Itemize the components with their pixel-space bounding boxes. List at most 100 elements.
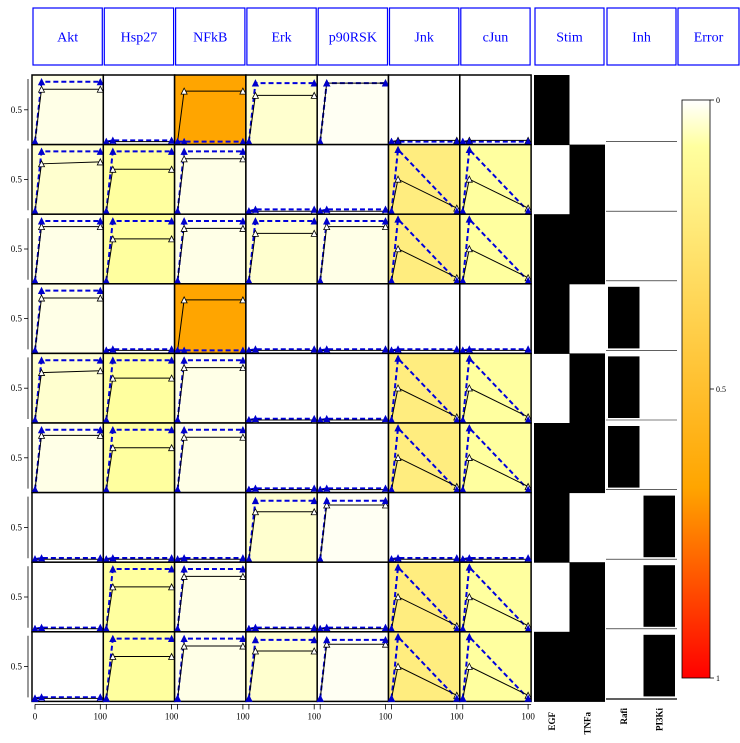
cell-r1-nfkb <box>173 74 247 146</box>
cell-r8-jnk <box>387 561 461 633</box>
inh-block-pi3ki <box>643 565 675 627</box>
model-point <box>394 563 402 571</box>
model-point <box>251 414 260 423</box>
colorbar-tick-label: 0 <box>716 96 720 105</box>
model-point <box>37 554 46 562</box>
y-tick-label: 0.5 <box>11 174 23 184</box>
cell-background <box>173 213 247 285</box>
cell-r5-erk <box>245 352 318 424</box>
model-point <box>37 623 46 631</box>
cell-background <box>245 422 318 494</box>
cell-background <box>387 491 461 563</box>
cell-background <box>245 352 318 424</box>
y-tick-label: 0.5 <box>11 522 23 532</box>
cell-background <box>316 74 390 146</box>
model-point <box>96 147 104 155</box>
data-point <box>37 368 46 376</box>
cell-r1-hsp27 <box>102 74 176 146</box>
stim-block-tnfa <box>569 353 605 424</box>
x-tick-label-end: 100 <box>94 711 108 721</box>
stim-block-egf <box>534 214 570 285</box>
data-point <box>96 158 104 166</box>
cell-r4-hsp27 <box>102 283 176 355</box>
cell-r2-hsp27 <box>102 143 176 215</box>
inhibitor-panel: Rafi PI3Ki <box>606 141 677 731</box>
cell-background <box>459 352 532 424</box>
readout-cells <box>31 74 532 703</box>
model-point <box>459 694 467 702</box>
data-point <box>96 222 104 230</box>
header-box-p90rsk <box>317 7 389 66</box>
model-point <box>96 286 104 295</box>
cell-r8-nfkb <box>173 561 247 633</box>
model-line <box>461 564 529 630</box>
cell-r8-hsp27 <box>102 561 176 633</box>
model-point <box>245 694 253 702</box>
stim-block-egf <box>534 631 570 702</box>
cell-background <box>173 631 247 703</box>
cell-background <box>459 283 532 355</box>
cell-background <box>31 422 105 494</box>
model-point <box>465 632 473 641</box>
model-point <box>394 424 402 432</box>
data-point <box>180 572 188 580</box>
model-point <box>96 693 104 701</box>
cell-r1-jnk <box>387 74 461 146</box>
cell-background <box>173 422 247 494</box>
cell-background <box>173 352 247 424</box>
cell-background <box>459 74 532 146</box>
y-tick-label: 0.5 <box>11 662 23 672</box>
data-point <box>180 154 188 163</box>
header-label-inh: Inh <box>632 31 651 46</box>
cell-r4-erk <box>245 283 318 355</box>
cell-r1-cjun <box>459 74 532 146</box>
cell-background <box>387 143 461 215</box>
cell-r7-cjun <box>459 491 532 563</box>
model-point <box>310 205 318 213</box>
cell-r3-p90rsk <box>316 213 390 285</box>
cell-background <box>316 352 390 424</box>
model-line <box>461 634 529 700</box>
cell-background <box>31 561 105 633</box>
cell-background <box>316 561 390 633</box>
model-point <box>109 554 117 562</box>
x-tick-label-end: 100 <box>165 711 179 721</box>
y-tick-label: 0.5 <box>11 453 23 463</box>
cell-background <box>245 143 318 215</box>
model-line <box>461 147 529 212</box>
model-point <box>323 623 331 631</box>
cell-background <box>31 631 105 703</box>
cell-r4-nfkb <box>173 283 247 355</box>
model-point <box>109 356 117 364</box>
model-point <box>381 414 390 423</box>
model-point <box>173 694 182 702</box>
model-point <box>37 217 46 225</box>
model-line <box>461 425 529 491</box>
model-point <box>96 217 104 225</box>
cell-r8-akt <box>31 561 105 633</box>
model-line <box>248 208 315 213</box>
cell-background <box>459 491 532 563</box>
cell-r3-nfkb <box>173 213 247 285</box>
model-point <box>381 484 390 492</box>
cell-background <box>316 143 390 215</box>
data-point <box>180 87 188 95</box>
data-point <box>394 592 402 601</box>
header-box-cjun <box>460 7 531 66</box>
model-point <box>37 693 46 701</box>
cell-r6-p90rsk <box>316 422 390 494</box>
model-point <box>323 205 331 213</box>
model-line <box>461 216 529 282</box>
model-point <box>524 694 532 702</box>
column-headers: Akt Hsp27 NFkB Erk p90RSK Jnk cJun Stim Inh Error <box>32 7 740 66</box>
inh-block-rafi <box>608 356 640 418</box>
data-point <box>180 224 188 232</box>
y-tick-label: 0.5 <box>11 105 23 115</box>
cell-background <box>173 491 247 563</box>
data-point <box>323 640 331 648</box>
data-point <box>37 159 46 168</box>
cell-r2-p90rsk <box>316 143 390 215</box>
cell-background <box>316 213 390 285</box>
cell-background <box>31 143 105 215</box>
model-point <box>323 79 331 87</box>
